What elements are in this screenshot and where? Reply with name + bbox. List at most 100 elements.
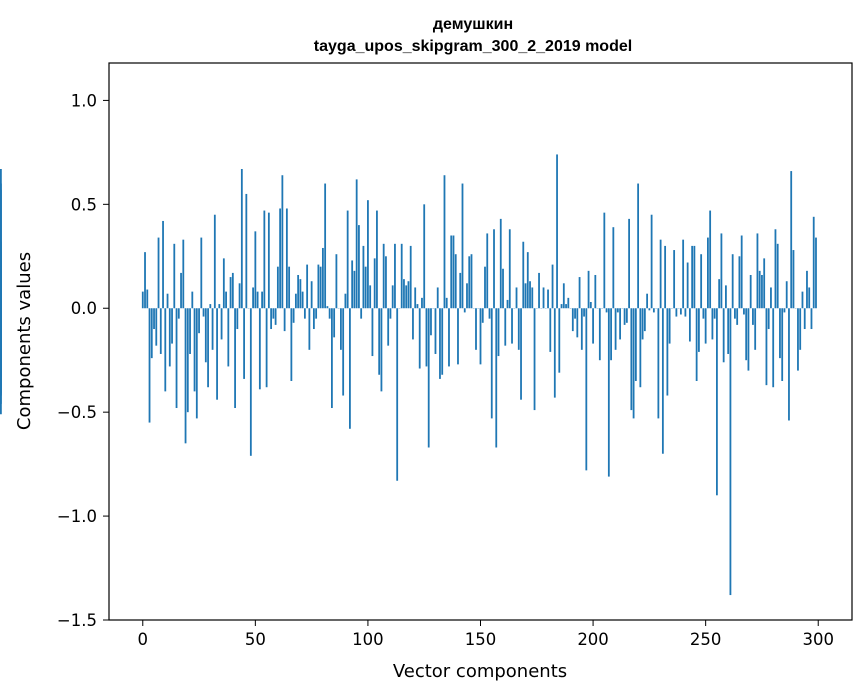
bar-84 [331, 308, 333, 409]
bar-189 [567, 297, 570, 309]
bar-281 [774, 229, 777, 309]
x-tick-label: 0 [138, 630, 149, 649]
bar-23 [193, 308, 196, 392]
bar-86 [335, 254, 338, 309]
bar-299 [815, 237, 817, 309]
bar-252 [709, 210, 712, 309]
bar-1 [144, 252, 146, 309]
bar-277 [765, 308, 768, 386]
bar-98 [362, 245, 365, 309]
bar-132 [439, 308, 441, 379]
bar-8 [159, 308, 162, 354]
bar-82 [326, 306, 329, 309]
bar-283 [779, 308, 781, 359]
bar-92 [349, 308, 351, 429]
bar-219 [634, 308, 637, 381]
bar-52 [258, 308, 261, 390]
bar-80 [321, 247, 324, 309]
bar-113 [396, 308, 399, 481]
bar-212 [619, 308, 621, 340]
bar-162 [506, 299, 509, 309]
bar-154 [488, 308, 491, 319]
bar-158 [497, 308, 500, 357]
bar-280 [772, 308, 775, 388]
bar-210 [614, 308, 617, 350]
bar-218 [632, 308, 635, 419]
bar-291 [797, 308, 799, 371]
bar-18 [182, 239, 185, 309]
bar-72 [303, 308, 306, 319]
bar-36 [222, 258, 225, 309]
plot-frame [108, 62, 853, 621]
bar-16 [177, 308, 180, 319]
bar-119 [409, 245, 412, 309]
bar-48 [249, 308, 252, 456]
bar-27 [202, 308, 205, 317]
bar-261 [729, 308, 732, 596]
bar-13 [171, 308, 173, 344]
bar-126 [425, 308, 428, 367]
bar-93 [351, 260, 354, 309]
bar-118 [407, 281, 410, 309]
bar-19 [184, 308, 187, 444]
bar-28 [204, 308, 207, 363]
bar-41 [234, 308, 236, 409]
bar-15 [175, 308, 178, 409]
bar-163 [508, 229, 511, 309]
bar-6 [155, 308, 158, 346]
y-tick-label: −1.5 [57, 611, 97, 630]
bar-124 [421, 297, 423, 309]
x-tick-label: 50 [245, 630, 266, 649]
bar-264 [736, 308, 739, 325]
bar-60 [276, 266, 279, 309]
bar-141 [459, 272, 462, 309]
bar-253 [711, 308, 714, 340]
bar-240 [682, 239, 685, 309]
bar-12 [168, 308, 171, 367]
bar-145 [468, 256, 471, 309]
bar-64 [285, 208, 288, 309]
bar-233 [666, 308, 669, 396]
bar-211 [616, 308, 619, 313]
bar-55 [265, 308, 268, 388]
bar-273 [756, 233, 759, 309]
bar-339 [0, 308, 2, 350]
x-axis-ticks: 0 50 100 150 200 250 300 [138, 620, 834, 649]
bar-249 [702, 308, 705, 319]
bar-43 [238, 283, 241, 309]
bar-172 [529, 281, 531, 309]
bar-42 [236, 308, 239, 330]
bar-146 [470, 254, 473, 309]
bar-104 [376, 210, 378, 309]
bar-260 [727, 308, 730, 354]
bar-37 [225, 291, 227, 309]
bar-341 [0, 308, 2, 327]
bar-94 [353, 270, 356, 309]
bar-217 [630, 308, 633, 411]
bar-71 [301, 291, 304, 309]
bar-31 [211, 308, 214, 350]
bar-196 [583, 308, 585, 317]
bar-151 [481, 308, 484, 323]
bar-128 [430, 308, 432, 336]
bar-58 [272, 308, 275, 319]
bar-247 [698, 308, 700, 352]
bar-24 [195, 308, 198, 419]
bar-241 [684, 308, 687, 317]
bar-95 [355, 179, 358, 309]
bar-164 [511, 308, 513, 344]
bar-243 [688, 308, 691, 342]
bar-284 [781, 308, 784, 381]
bar-155 [490, 308, 493, 419]
bar-66 [290, 308, 293, 381]
bar-270 [749, 274, 752, 309]
bar-236 [673, 250, 676, 309]
bar-234 [668, 308, 671, 344]
bar-285 [783, 308, 786, 313]
bar-279 [770, 287, 772, 309]
y-tick-label: 0.5 [71, 195, 97, 214]
bar-197 [585, 308, 588, 471]
bar-295 [806, 270, 808, 309]
bar-142 [461, 183, 464, 309]
bar-246 [695, 308, 698, 381]
